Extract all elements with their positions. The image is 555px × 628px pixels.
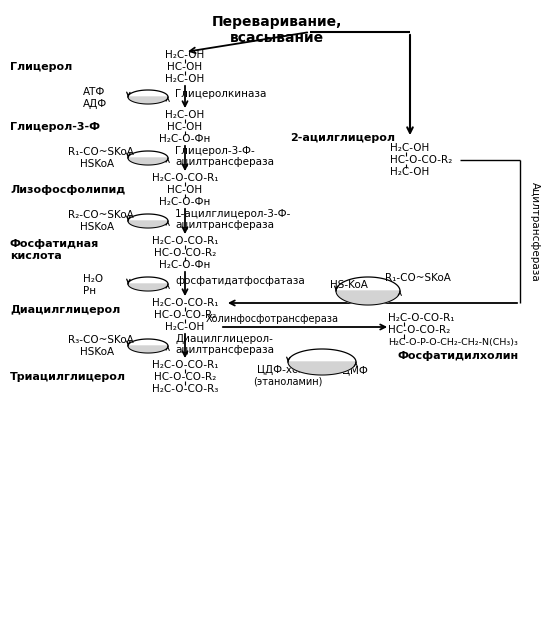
Text: HC-O-CO-R₂: HC-O-CO-R₂ — [154, 248, 216, 258]
Text: Триацилглицерол: Триацилглицерол — [10, 372, 126, 382]
Text: H₂C-O-Фн: H₂C-O-Фн — [159, 260, 211, 270]
Text: Фосфатидная: Фосфатидная — [10, 239, 99, 249]
Polygon shape — [128, 97, 168, 104]
Text: H₂O: H₂O — [83, 274, 103, 284]
Text: HC-O-CO-R₂: HC-O-CO-R₂ — [390, 155, 452, 165]
Text: HC-O-CO-R₂: HC-O-CO-R₂ — [154, 310, 216, 320]
Text: H₂C-O-CO-R₃: H₂C-O-CO-R₃ — [152, 384, 218, 394]
Text: Глицеролкиназа: Глицеролкиназа — [175, 89, 266, 99]
Polygon shape — [128, 221, 168, 228]
Text: (этаноламин): (этаноламин) — [253, 376, 322, 386]
Text: R₂-CO~SKoA: R₂-CO~SKoA — [68, 210, 134, 220]
Text: H₂C-OH: H₂C-OH — [390, 143, 429, 153]
Text: HSKoA: HSKoA — [80, 222, 114, 232]
Text: ацилтрансфераза: ацилтрансфераза — [175, 220, 274, 230]
Text: H₂C-O-CO-R₁: H₂C-O-CO-R₁ — [152, 173, 218, 183]
Text: Pн: Pн — [83, 286, 96, 296]
Text: Диацилглицерол-: Диацилглицерол- — [175, 334, 273, 344]
Text: Фосфатидилхолин: Фосфатидилхолин — [398, 351, 519, 361]
Polygon shape — [128, 346, 168, 353]
Text: H₂C-OH: H₂C-OH — [390, 167, 429, 177]
Text: 1-ацилглицерол-3-Ф-: 1-ацилглицерол-3-Ф- — [175, 209, 291, 219]
Text: HC-O-CO-R₂: HC-O-CO-R₂ — [154, 372, 216, 382]
Text: ЦДФ-холин: ЦДФ-холин — [257, 365, 319, 375]
Text: H₂C-OH: H₂C-OH — [165, 110, 205, 120]
Text: Глицерол-3-Ф-: Глицерол-3-Ф- — [175, 146, 255, 156]
Text: HC-O-CO-R₂: HC-O-CO-R₂ — [388, 325, 450, 335]
Text: H₂C-O-CO-R₁: H₂C-O-CO-R₁ — [152, 360, 218, 370]
Text: H₂C-O-CO-R₁: H₂C-O-CO-R₁ — [388, 313, 455, 323]
Text: R₃-CO~SKoA: R₃-CO~SKoA — [68, 335, 134, 345]
Text: Лизофосфолипид: Лизофосфолипид — [10, 185, 125, 195]
Text: ацилтрансфераза: ацилтрансфераза — [175, 157, 274, 167]
Text: АТФ: АТФ — [83, 87, 105, 97]
Text: Глицерол-3-Ф: Глицерол-3-Ф — [10, 122, 100, 132]
Text: фосфатидатфосфатаза: фосфатидатфосфатаза — [175, 276, 305, 286]
Text: R₁-CO~SKoA: R₁-CO~SKoA — [68, 147, 134, 157]
Text: HSKoA: HSKoA — [80, 347, 114, 357]
Polygon shape — [336, 291, 400, 305]
Text: H₂C-OH: H₂C-OH — [165, 50, 205, 60]
Text: Ацилтрансфераза: Ацилтрансфераза — [530, 182, 540, 282]
Polygon shape — [128, 158, 168, 165]
Text: Переваривание,
всасывание: Переваривание, всасывание — [212, 15, 342, 45]
Text: Глицерол: Глицерол — [10, 62, 72, 72]
Text: ЦМФ: ЦМФ — [342, 365, 368, 375]
Text: H₂C-OH: H₂C-OH — [165, 322, 205, 332]
Text: кислота: кислота — [10, 251, 62, 261]
Text: АДФ: АДФ — [83, 99, 107, 109]
Text: HS-KoA: HS-KoA — [330, 280, 368, 290]
Text: R₁-CO~SKoA: R₁-CO~SKoA — [385, 273, 451, 283]
Text: 2-ацилглицерол: 2-ацилглицерол — [290, 133, 395, 143]
Text: HC-OH: HC-OH — [168, 122, 203, 132]
Polygon shape — [128, 284, 168, 291]
Text: H₂C-O-Фн: H₂C-O-Фн — [159, 134, 211, 144]
Text: HSKoA: HSKoA — [80, 159, 114, 169]
Text: Холинфосфотрансфераза: Холинфосфотрансфераза — [205, 314, 339, 324]
Text: ацилтрансфераза: ацилтрансфераза — [175, 345, 274, 355]
Text: HC-OH: HC-OH — [168, 62, 203, 72]
Text: H₂C-O-Фн: H₂C-O-Фн — [159, 197, 211, 207]
Text: H₂C-O-CO-R₁: H₂C-O-CO-R₁ — [152, 298, 218, 308]
Polygon shape — [288, 362, 356, 375]
Text: HC-OH: HC-OH — [168, 185, 203, 195]
Text: H₂C-OH: H₂C-OH — [165, 74, 205, 84]
Text: Диацилглицерол: Диацилглицерол — [10, 305, 120, 315]
Text: H₂C-O-P-O-CH₂-CH₂-N(CH₃)₃: H₂C-O-P-O-CH₂-CH₂-N(CH₃)₃ — [388, 338, 518, 347]
Text: H₂C-O-CO-R₁: H₂C-O-CO-R₁ — [152, 236, 218, 246]
